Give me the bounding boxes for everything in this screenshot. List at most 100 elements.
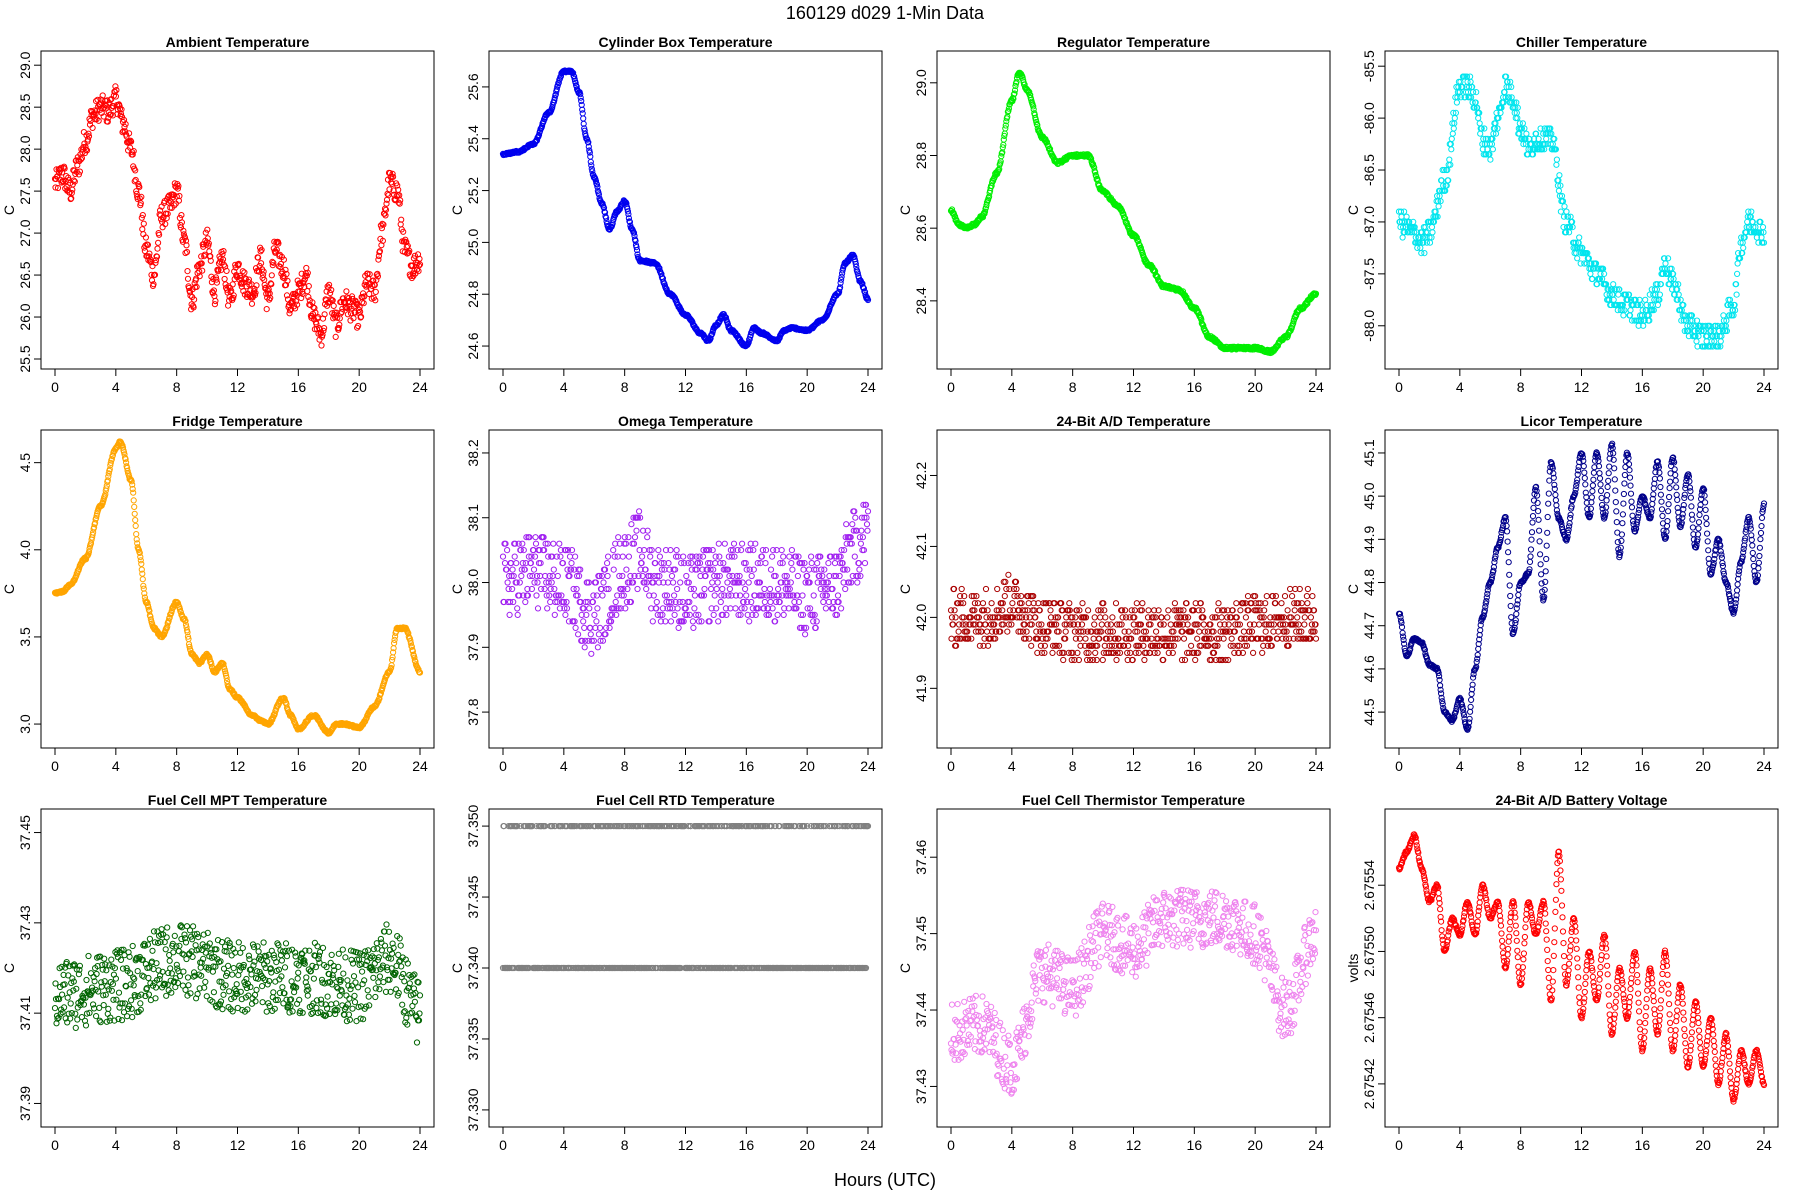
data-point: [628, 521, 635, 528]
data-point: [1109, 614, 1116, 621]
data-point: [99, 92, 106, 99]
data-point: [1030, 106, 1037, 113]
data-point: [347, 310, 355, 317]
data-point: [1654, 301, 1662, 309]
data-point: [122, 121, 129, 128]
data-point: [837, 279, 844, 286]
data-point: [852, 514, 859, 521]
data-point: [838, 276, 845, 283]
data-point: [166, 197, 173, 204]
data-point: [653, 598, 660, 606]
data-point: [164, 210, 171, 217]
x-tick-label: 8: [1069, 758, 1077, 774]
data-point: [712, 560, 719, 567]
data-point: [1023, 628, 1030, 635]
data-point: [1028, 642, 1035, 649]
data-point: [355, 322, 362, 330]
data-point: [1112, 600, 1120, 607]
data-point: [580, 618, 587, 625]
x-tick-label: 0: [1395, 379, 1403, 395]
x-tick-label: 4: [1008, 379, 1016, 395]
data-point: [820, 598, 827, 606]
data-point: [504, 579, 511, 586]
data-point: [238, 280, 245, 287]
data-point: [129, 149, 136, 156]
data-point: [1011, 90, 1018, 97]
data-point: [170, 191, 177, 199]
data-point: [324, 283, 331, 290]
data-point: [335, 324, 342, 332]
data-point: [155, 239, 162, 246]
data-point: [1734, 270, 1741, 277]
series-points: [499, 67, 872, 350]
data-point: [551, 94, 558, 101]
data-point: [1453, 99, 1461, 106]
data-point: [269, 258, 276, 265]
data-point: [752, 611, 759, 619]
data-point: [84, 136, 92, 143]
data-point: [532, 534, 539, 541]
data-point: [691, 605, 698, 612]
data-point: [383, 200, 390, 207]
data-point: [390, 187, 397, 194]
data-point: [513, 560, 520, 567]
data-point: [726, 585, 734, 593]
data-point: [810, 592, 817, 599]
data-point: [643, 585, 650, 593]
data-point: [568, 560, 575, 567]
data-point: [547, 598, 554, 606]
data-point: [230, 292, 237, 299]
data-point: [321, 325, 328, 332]
data-point: [178, 219, 185, 226]
data-point: [1011, 87, 1019, 94]
data-point: [541, 585, 548, 593]
data-point: [139, 576, 146, 583]
data-point: [133, 531, 140, 538]
data-point: [592, 177, 600, 185]
data-point: [358, 313, 365, 320]
data-point: [1012, 82, 1019, 90]
data-point: [212, 297, 219, 305]
y-tick-label: 26.0: [17, 303, 33, 330]
y-tick-label: -85.5: [1361, 50, 1377, 82]
data-point: [1013, 78, 1020, 86]
data-point: [1062, 628, 1069, 635]
data-point: [593, 181, 601, 188]
data-point: [130, 489, 137, 496]
y-tick-label: 29.0: [17, 51, 33, 78]
data-point: [1662, 260, 1669, 267]
data-point: [1091, 614, 1098, 621]
panel-title: Chiller Temperature: [1516, 34, 1647, 50]
x-tick-label: 20: [799, 758, 815, 774]
data-point: [556, 540, 563, 547]
data-point: [1026, 614, 1033, 621]
data-point: [562, 611, 569, 619]
data-point: [394, 182, 401, 189]
data-point: [864, 296, 872, 304]
data-point: [639, 553, 646, 560]
x-tick-label: 4: [112, 758, 120, 774]
data-point: [958, 585, 965, 593]
data-point: [715, 540, 722, 547]
data-point: [54, 173, 61, 180]
y-tick-label: 38.0: [465, 569, 481, 596]
y-tick-label: 25.6: [465, 73, 481, 100]
data-point: [191, 296, 198, 303]
data-point: [349, 295, 356, 303]
data-point: [183, 242, 190, 249]
data-point: [677, 579, 684, 586]
data-point: [132, 517, 139, 524]
y-tick-label: 42.2: [913, 462, 929, 489]
data-point: [952, 614, 959, 621]
data-point: [724, 579, 731, 586]
data-point: [321, 311, 328, 318]
y-tick-label: -87.0: [1361, 206, 1377, 238]
data-point: [1032, 116, 1039, 123]
data-point: [530, 566, 538, 573]
data-point: [380, 221, 387, 228]
data-point: [1734, 260, 1741, 267]
data-point: [1543, 135, 1550, 142]
data-point: [504, 547, 511, 554]
data-point: [593, 618, 600, 625]
